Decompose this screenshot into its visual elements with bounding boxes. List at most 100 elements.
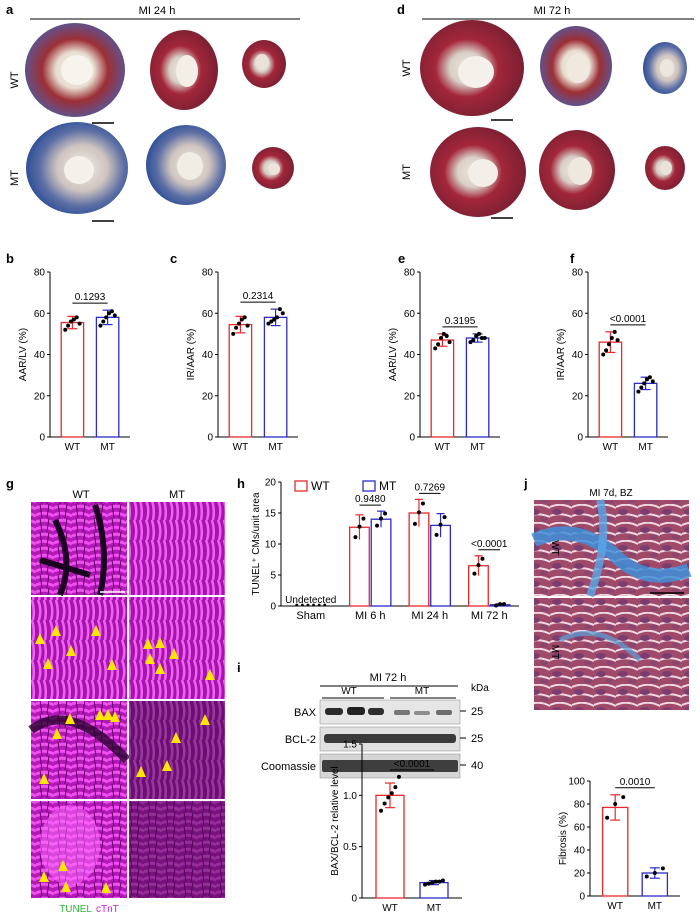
panel-h-pvalue: 0.9480 <box>355 494 386 505</box>
tunel-arrowhead-icon <box>95 709 105 720</box>
panel-h-data-point <box>434 532 439 537</box>
tunel-arrowhead-icon <box>169 648 179 659</box>
panel-e-data-point <box>471 338 476 343</box>
panel-j-data-point <box>660 866 665 871</box>
panel-a-label: a <box>6 2 14 17</box>
panel-b-label: b <box>6 251 14 266</box>
panel-g-row-24h: MI 24 h <box>16 733 27 766</box>
panel-h-y-tick-label: 15 <box>265 509 277 520</box>
panel-c-bar-wt <box>228 323 253 438</box>
panel-i-y-tick-label: 1.5 <box>343 740 357 751</box>
tunel-arrowhead-icon <box>101 882 111 893</box>
panel-f-data-point <box>645 377 650 382</box>
panel-g-col-mt: MT <box>169 489 185 501</box>
panel-c-label: c <box>170 251 177 266</box>
panel-f-y-tick-label: 80 <box>572 268 584 279</box>
panel-i-group-wt: WT <box>341 686 357 697</box>
panel-f-chart: f 0 20 40 60 80 IR/AAR (%) WT MT <0.0001 <box>556 251 668 453</box>
tunel-arrowhead-icon <box>171 732 181 743</box>
panel-j-chart: 0 20 40 60 80 100 Fibrosis (%) WT MT 0.0010 <box>558 777 680 912</box>
panel-f-data-point <box>647 375 652 380</box>
panel-b-y-tick-label: 0 <box>39 433 45 444</box>
blot-kda-bcl2: 25 <box>471 733 483 745</box>
panel-h-data-point <box>480 556 485 561</box>
panel-i-data-point <box>379 808 384 813</box>
panel-h-x-tick: MI 6 h <box>355 610 386 622</box>
panel-h-y-tick-label: 20 <box>265 478 277 489</box>
panel-b-data-point <box>109 309 114 314</box>
panel-h-sham-point <box>295 603 299 607</box>
panel-e-y-tick-label: 40 <box>404 350 416 361</box>
tunel-arrowhead-icon <box>43 658 53 669</box>
panel-c-data-point <box>242 315 247 320</box>
tunel-arrowhead-icon <box>91 625 101 636</box>
panel-f-label: f <box>570 251 575 266</box>
panel-h-legend-label-mt: MT <box>379 479 397 493</box>
panel-h-data-point <box>357 524 362 529</box>
panel-b-bar-mt <box>95 316 120 438</box>
tunel-arrowhead-icon <box>51 625 61 636</box>
panel-e-data-point <box>438 336 443 340</box>
panel-h-data-point <box>494 603 499 608</box>
panel-i-data-point <box>393 785 398 790</box>
panel-b-data-point <box>107 311 112 316</box>
panel-c-y-tick-label: 80 <box>202 268 214 279</box>
panel-b-data-point <box>74 315 79 320</box>
panel-i-data-point <box>426 881 431 886</box>
panel-c-y-tick-label: 20 <box>202 391 214 402</box>
tunel-arrowhead-icon <box>200 714 210 725</box>
panel-g-micrograph-grid <box>28 502 225 898</box>
panel-b-y-tick-label: 20 <box>34 391 46 402</box>
tunel-arrowhead-icon <box>205 669 215 680</box>
panel-j-y-tick-label: 40 <box>574 846 586 857</box>
tunel-arrowhead-icon <box>66 645 76 656</box>
panel-f-pvalue: <0.0001 <box>610 314 647 325</box>
panel-j-y-tick-label: 20 <box>574 869 586 880</box>
panel-h-data-point <box>498 602 503 607</box>
panel-j-y-tick-label: 80 <box>574 800 586 811</box>
panel-h-sham-point <box>323 603 327 607</box>
panel-b-x-tick-mt: MT <box>100 442 114 453</box>
panel-i-y-tick-label: 0 <box>351 894 357 905</box>
panel-e-bar-mt <box>465 337 490 438</box>
panel-i-data-point <box>382 801 387 806</box>
panel-d-row-mt: MT <box>401 164 413 180</box>
panel-i-data-point <box>433 879 438 884</box>
panel-h-sham-point <box>317 603 321 607</box>
panel-i-data-point <box>396 774 401 779</box>
panel-a-header: MI 24 h <box>139 5 176 17</box>
tunel-arrowhead-icon <box>58 860 68 871</box>
blot-label-coomassie: Coomassie <box>261 761 316 773</box>
panel-h-y-tick-label: 10 <box>265 540 277 551</box>
panel-h-data-point <box>379 516 384 521</box>
panel-j-header: MI 7d, BZ <box>589 488 632 499</box>
panel-h-data-point <box>476 563 481 568</box>
panel-c-data-point <box>280 311 285 316</box>
panel-c-x-tick-mt: MT <box>268 442 282 453</box>
panel-i-data-point <box>437 879 442 884</box>
tunel-arrowhead-icon <box>110 711 120 722</box>
panel-h-label: h <box>237 476 245 491</box>
tunel-arrowhead-icon <box>103 709 113 720</box>
panel-j-y-tick-label: 100 <box>568 777 585 788</box>
panel-e-chart: e 0 20 40 60 80 AAR/LV (%) WT MT 0.3195 <box>388 251 500 453</box>
panel-b-data-point <box>101 319 106 324</box>
panel-j-data-point <box>621 795 626 800</box>
panel-b-data-point <box>77 321 82 326</box>
panel-h-pvalue: 0.7269 <box>414 482 445 493</box>
panel-e-y-tick-label: 60 <box>404 309 416 320</box>
panel-i-x-tick-wt: WT <box>382 903 398 914</box>
panel-c-y-label: IR/AAR (%) <box>186 329 197 381</box>
panel-j-trichrome-images <box>531 499 692 710</box>
panel-f-data-point <box>636 389 641 394</box>
panel-f-data-point <box>604 348 609 353</box>
panel-b-data-point <box>66 323 71 328</box>
panel-h-data-point <box>420 501 425 506</box>
panel-b-data-point <box>68 319 73 324</box>
panel-e-x-tick-mt: MT <box>470 442 484 453</box>
panel-f-y-tick-label: 0 <box>577 433 583 444</box>
panel-f-y-tick-label: 20 <box>572 391 584 402</box>
panel-j-label: j <box>523 476 528 491</box>
panel-i-y-label: BAX/BCL-2 relative level <box>330 766 341 876</box>
